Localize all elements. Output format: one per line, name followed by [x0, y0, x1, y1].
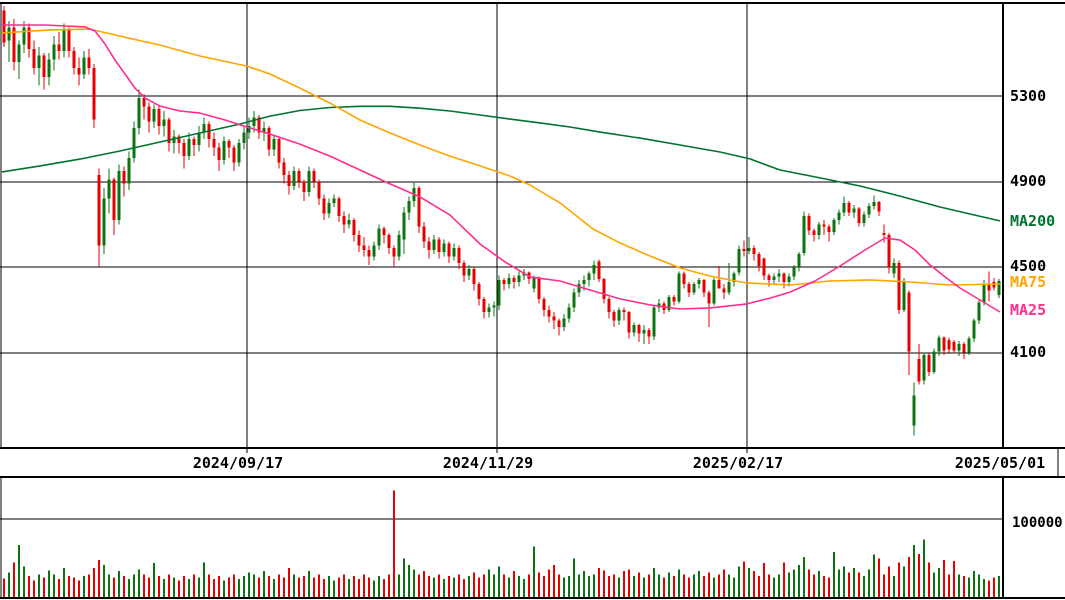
date-axis-label-4: 2025/05/01 — [954, 454, 1046, 472]
price-axis-label-4900: 4900 — [1010, 172, 1047, 190]
price-axis-label-4500: 4500 — [1010, 257, 1047, 275]
date-axis-label-1: 2024/09/17 — [192, 454, 284, 472]
ma75-legend-label: MA75 — [1010, 273, 1047, 291]
date-axis-label-3: 2025/02/17 — [692, 454, 784, 472]
volume-axis-label-100000: 100000 — [1012, 515, 1063, 531]
price-axis-label-5300: 5300 — [1010, 87, 1047, 105]
ma200-legend-label: MA200 — [1010, 212, 1056, 230]
ma25-legend-label: MA25 — [1010, 301, 1047, 319]
price-axis-label-4100: 4100 — [1010, 343, 1047, 361]
date-axis-label-2: 2024/11/29 — [442, 454, 534, 472]
